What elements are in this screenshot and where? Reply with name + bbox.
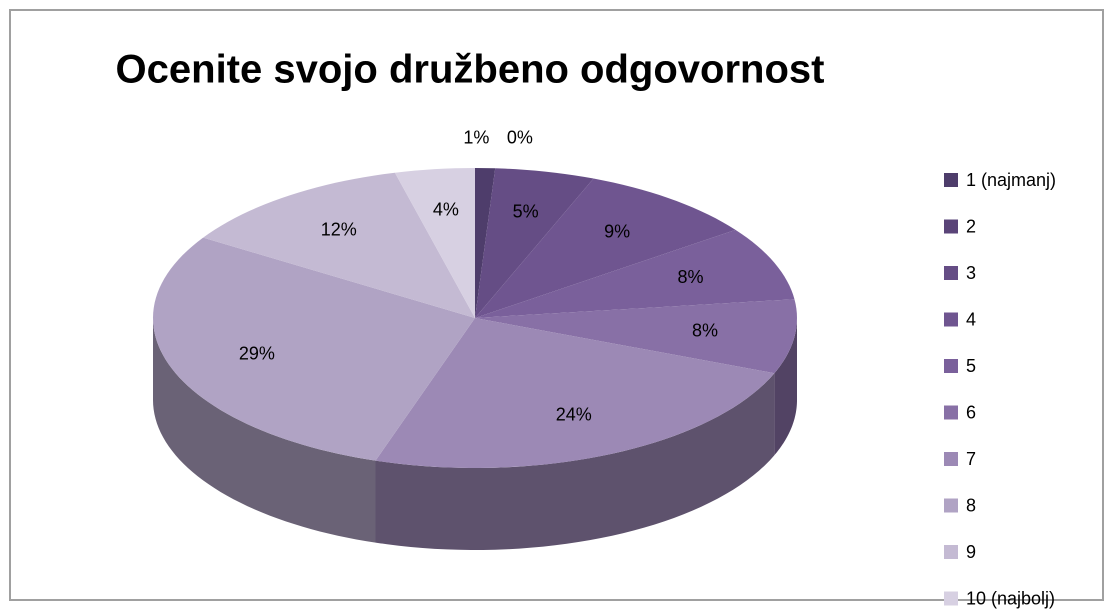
- slice: [475, 168, 496, 318]
- data-label: 12%: [321, 219, 357, 239]
- legend-swatch: [944, 498, 958, 513]
- legend-swatch: [944, 266, 958, 280]
- legend-swatch: [944, 312, 958, 327]
- data-label: 0%: [507, 128, 533, 148]
- legend-swatch: [944, 405, 958, 420]
- slice-side: [375, 373, 775, 550]
- legend-label: 10 (najbolj): [966, 588, 1055, 608]
- data-label: 29%: [239, 343, 275, 363]
- legend-label: 1 (najmanj): [966, 170, 1056, 190]
- legend-label: 7: [966, 449, 976, 469]
- legend-label: 3: [966, 263, 976, 283]
- slice: [475, 178, 736, 318]
- legend-label: 6: [966, 402, 976, 422]
- slice: [375, 318, 775, 468]
- data-label: 8%: [692, 320, 718, 340]
- legend-swatch: [944, 452, 958, 466]
- legend-swatch: [944, 545, 958, 559]
- legend-label: 8: [966, 495, 976, 515]
- legend-label: 2: [966, 216, 976, 236]
- data-label: 1%: [463, 127, 489, 147]
- data-label: 4%: [433, 200, 459, 220]
- slice: [475, 299, 797, 374]
- legend: 1 (najmanj) 2 3 4 5 6 7 8 9 10 (najbolj): [944, 170, 1056, 608]
- data-label: 24%: [556, 404, 592, 424]
- legend-swatch: [944, 359, 958, 373]
- data-label: 8%: [678, 267, 704, 287]
- slice: [475, 229, 795, 318]
- slice-side: [774, 318, 797, 456]
- pie: 1% 0% 5% 9% 8% 8% 24% 29% 12% 4%: [153, 127, 797, 550]
- slice-side: [153, 318, 376, 543]
- legend-label: 9: [966, 542, 976, 562]
- legend-swatch: [944, 591, 958, 606]
- legend-swatch: [944, 219, 958, 234]
- legend-swatch: [944, 173, 958, 187]
- legend-label: 5: [966, 356, 976, 376]
- data-label: 5%: [513, 201, 539, 221]
- slice: [153, 237, 475, 461]
- legend-label: 4: [966, 309, 976, 329]
- slice: [475, 168, 594, 318]
- chart-title: Ocenite svojo družbeno odgovornost: [116, 48, 825, 92]
- slice: [394, 168, 475, 318]
- slice: [203, 172, 475, 318]
- data-label: 9%: [604, 221, 630, 241]
